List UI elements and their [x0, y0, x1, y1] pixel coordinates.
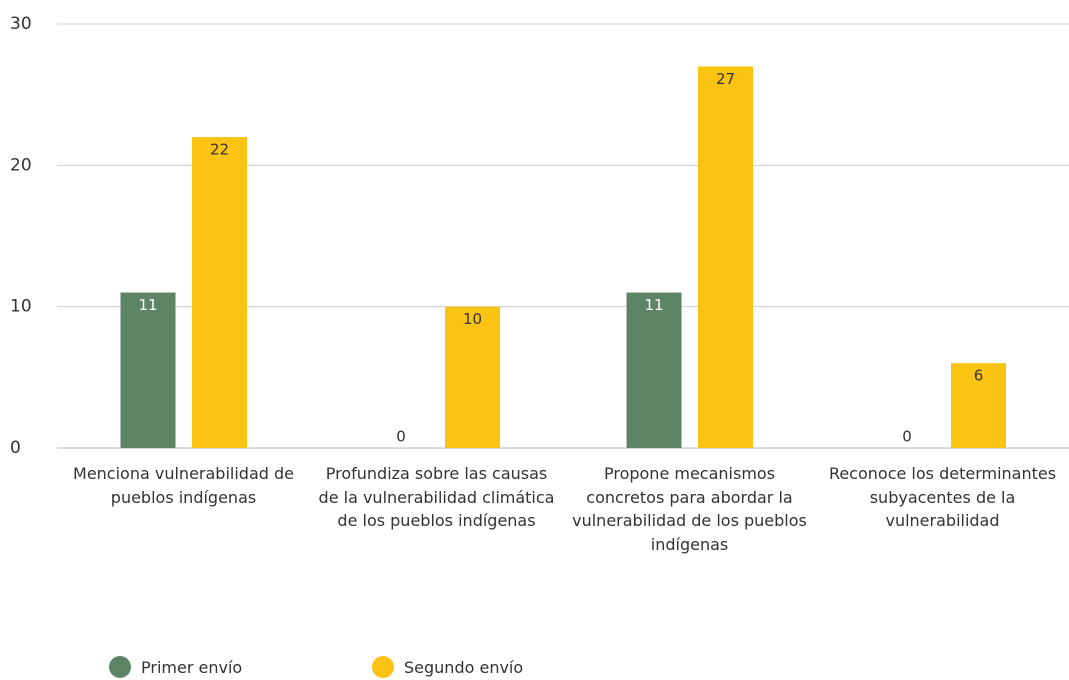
data-label: 11	[138, 296, 157, 314]
data-label: 10	[463, 310, 482, 328]
x-tick-label: Menciona vulnerabilidad de pueblos indíg…	[73, 464, 294, 507]
y-tick-label: 20	[10, 155, 32, 175]
bar	[698, 66, 753, 449]
y-tick-label: 30	[10, 14, 32, 34]
data-label: 22	[210, 141, 229, 159]
bar	[120, 292, 176, 448]
x-tick-label: Profundiza sobre las causas de la vulner…	[318, 464, 555, 530]
data-label: 0	[902, 428, 912, 446]
bar	[951, 363, 1006, 448]
bar	[192, 137, 247, 449]
data-label: 27	[716, 70, 735, 88]
y-tick-label: 0	[10, 438, 21, 458]
legend-label: Primer envío	[141, 657, 243, 677]
legend-swatch	[109, 656, 131, 678]
y-tick-label: 10	[10, 297, 32, 317]
data-label: 11	[644, 296, 663, 314]
x-tick-label: Propone mecanismos concretos para aborda…	[572, 464, 807, 554]
x-tick-label: Reconoce los determinantes subyacentes d…	[828, 464, 1057, 530]
legend-label: Segundo envío	[404, 657, 524, 677]
legend-swatch	[372, 656, 394, 678]
bar	[626, 292, 682, 448]
legend-item: Segundo envío	[372, 656, 523, 678]
bar	[445, 306, 500, 448]
data-label: 0	[396, 428, 406, 446]
data-label: 6	[974, 367, 984, 385]
legend-item: Primer envío	[109, 656, 242, 678]
